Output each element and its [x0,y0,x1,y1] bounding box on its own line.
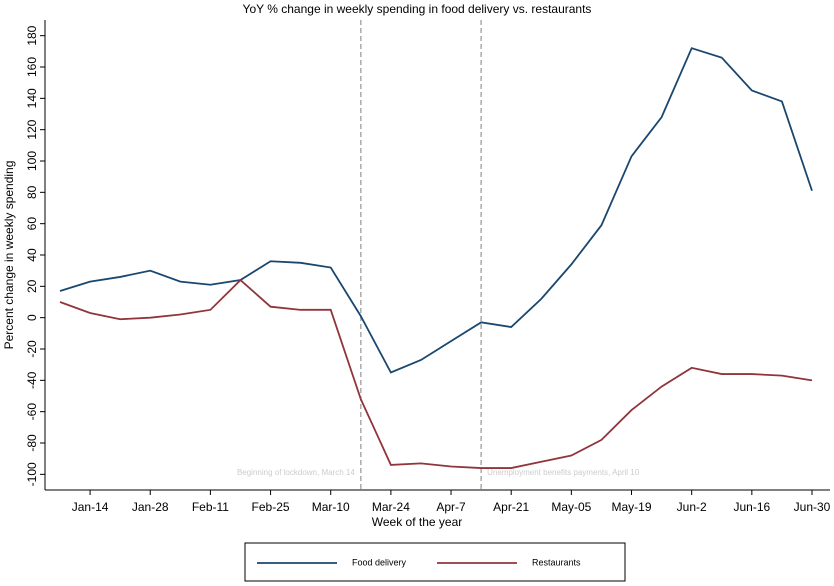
y-tick-label: 120 [25,119,39,139]
legend-label: Food delivery [352,557,407,567]
x-tick-label: Feb-25 [252,500,290,514]
series-line [59,47,813,374]
x-tick-label: Jan-14 [72,500,109,514]
legend-box [244,542,626,582]
x-tick-label: May-05 [551,500,591,514]
y-tick-label: -60 [25,403,39,421]
x-tick-label: Apr-7 [436,500,466,514]
y-tick-label: 60 [25,217,39,231]
y-tick-label: -20 [25,340,39,358]
x-tick-label: Mar-24 [372,500,410,514]
x-tick-label: Feb-11 [192,500,229,514]
event-note: Unemployment benefits payments, April 10 [487,468,640,477]
y-tick-label: 0 [25,314,39,321]
y-tick-label: 100 [25,151,39,171]
y-tick-label: 40 [25,248,39,262]
y-axis-label: Percent change in weekly spending [2,161,16,350]
event-note: Beginning of lockdown, March 14 [237,468,355,477]
x-tick-label: Apr-21 [493,500,529,514]
legend-label: Restaurants [532,557,581,567]
y-tick-label: -80 [25,434,39,452]
y-tick-label: 180 [25,25,39,45]
x-tick-label: Mar-10 [312,500,350,514]
y-tick-label: 80 [25,185,39,199]
y-tick-label: 20 [25,279,39,293]
x-axis-label: Week of the year [372,515,463,529]
x-tick-label: May-19 [612,500,652,514]
x-tick-label: Jan-28 [132,500,169,514]
chart-title: YoY % change in weekly spending in food … [243,2,592,16]
y-tick-label: 160 [25,57,39,77]
y-tick-label: -100 [25,462,39,486]
y-tick-label: 140 [25,88,39,108]
x-tick-label: Jun-16 [733,500,770,514]
x-tick-label: Jun-2 [677,500,707,514]
series-line [59,278,813,469]
y-tick-label: -40 [25,371,39,389]
x-tick-label: Jun-30 [794,500,831,514]
